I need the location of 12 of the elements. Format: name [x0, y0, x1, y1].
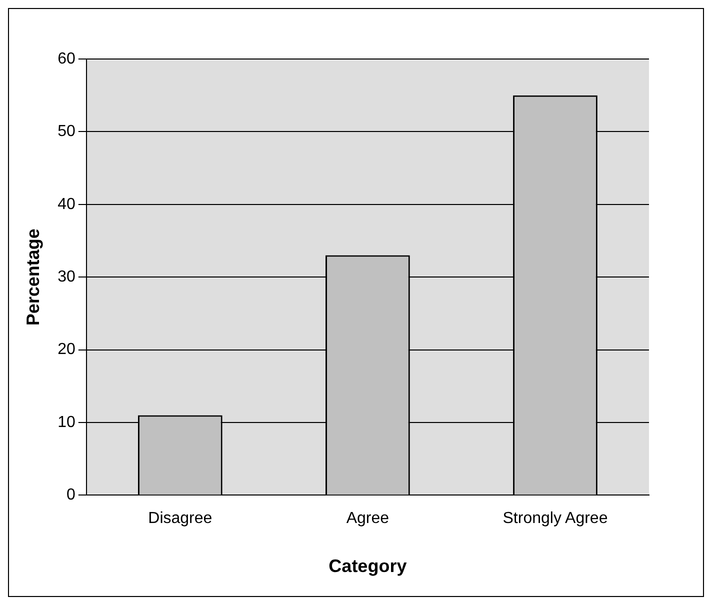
y-tick-label: 0 [66, 486, 76, 504]
y-tick-label: 30 [58, 268, 76, 286]
x-tick-label: Strongly Agree [502, 510, 608, 528]
y-axis-title: Percentage [22, 228, 43, 326]
x-axis-title: Category [328, 556, 407, 576]
x-tick-label: Disagree [148, 510, 212, 528]
y-tick-label: 20 [58, 341, 76, 358]
y-tick-label: 50 [58, 123, 76, 140]
x-tick-label: Agree [346, 510, 390, 528]
y-tick-label: 60 [58, 50, 76, 68]
y-tick-label: 40 [58, 196, 76, 213]
y-tick-label: 10 [58, 414, 76, 431]
